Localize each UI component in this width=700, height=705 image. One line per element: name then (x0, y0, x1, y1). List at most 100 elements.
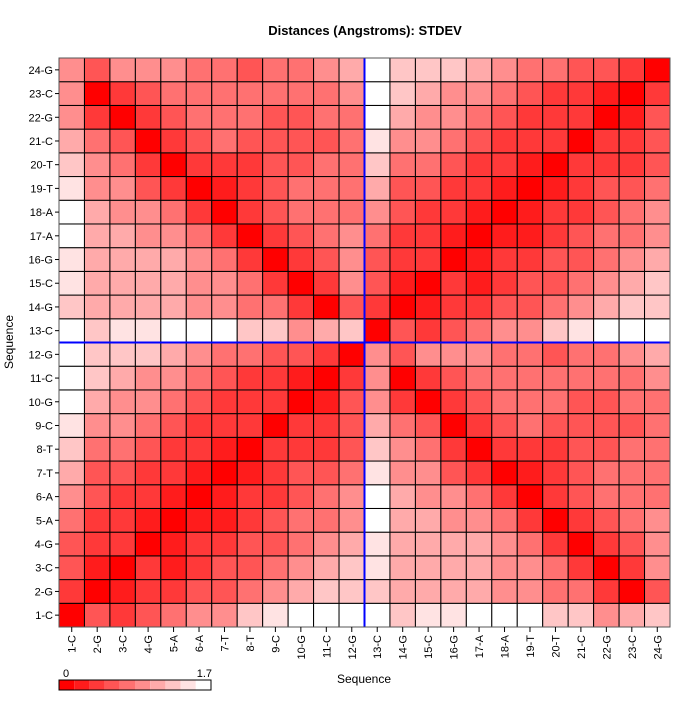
cell-17-A-21-C (567, 223, 595, 249)
cell-17-A-5-A (160, 223, 187, 249)
cell-15-C-19-T (516, 270, 544, 296)
legend-swatch (74, 680, 90, 690)
cell-9-C-22-G (593, 413, 620, 438)
cell-10-G-16-G (440, 389, 467, 415)
cell-14-G-14-G (389, 294, 416, 320)
cell-4-G-20-T (542, 531, 569, 557)
cell-3-C-5-A (160, 555, 187, 581)
cell-17-A-16-G (440, 223, 467, 249)
cell-21-C-1-C (58, 128, 85, 154)
cell-20-T-13-C (364, 152, 391, 178)
cell-7-T-7-T (211, 460, 238, 486)
cell-3-C-13-C (364, 555, 391, 581)
cell-2-G-16-G (440, 579, 467, 604)
cell-18-A-22-G (593, 199, 620, 225)
cell-3-C-9-C (262, 555, 289, 581)
cell-17-A-22-G (593, 223, 620, 249)
cell-20-T-21-C (567, 152, 595, 178)
cell-7-T-24-G (644, 460, 671, 486)
cell-15-C-9-C (262, 270, 289, 296)
cell-12-G-22-G (593, 342, 620, 367)
legend-swatch (119, 680, 135, 690)
cell-20-T-5-A (160, 152, 187, 178)
cell-1-C-20-T (542, 602, 569, 628)
cell-1-C-22-G (593, 602, 620, 628)
cell-24-G-14-G (389, 57, 416, 83)
cell-19-T-20-T (542, 176, 569, 201)
cell-24-G-8-T (236, 57, 264, 83)
cell-23-C-6-A (185, 81, 213, 106)
cell-19-T-10-G (287, 176, 315, 201)
cell-1-C-15-C (414, 602, 442, 628)
cell-9-C-17-A (465, 413, 493, 438)
cell-13-C-3-C (109, 318, 136, 343)
cell-17-A-24-G (644, 223, 671, 249)
cell-15-C-5-A (160, 270, 187, 296)
cell-21-C-13-C (364, 128, 391, 154)
cell-15-C-17-A (465, 270, 493, 296)
cell-6-A-21-C (567, 484, 595, 509)
cell-14-G-23-C (618, 294, 646, 320)
cell-4-G-7-T (211, 531, 238, 557)
cell-9-C-5-A (160, 413, 187, 438)
x-tick-label: 23-C (627, 635, 639, 659)
x-tick-label: 2-G (92, 635, 104, 653)
cell-14-G-24-G (644, 294, 671, 320)
legend-swatch (150, 680, 166, 690)
cell-4-G-8-T (236, 531, 264, 557)
plot-border (58, 57, 671, 628)
cell-23-C-1-C (58, 81, 85, 106)
cell-18-A-13-C (364, 199, 391, 225)
cell-7-T-15-C (414, 460, 442, 486)
cell-13-C-4-G (134, 318, 162, 343)
cell-5-A-7-T (211, 507, 238, 533)
cell-2-G-9-C (262, 579, 289, 604)
cell-19-T-15-C (414, 176, 442, 201)
cell-9-C-19-T (516, 413, 544, 438)
cell-6-A-2-G (83, 484, 111, 509)
cell-8-T-4-G (134, 436, 162, 462)
cell-4-G-17-A (465, 531, 493, 557)
cell-14-G-5-A (160, 294, 187, 320)
x-tick-label: 19-T (525, 635, 537, 658)
cell-12-G-12-G (338, 342, 365, 367)
cell-20-T-6-A (185, 152, 213, 178)
cell-8-T-7-T (211, 436, 238, 462)
cell-16-G-13-C (364, 247, 391, 272)
cell-21-C-21-C (567, 128, 595, 154)
cell-13-C-15-C (414, 318, 442, 343)
cell-17-A-18-A (491, 223, 518, 249)
cell-7-T-3-C (109, 460, 136, 486)
cell-17-A-3-C (109, 223, 136, 249)
cell-10-G-3-C (109, 389, 136, 415)
cell-15-C-13-C (364, 270, 391, 296)
cell-2-G-11-C (313, 579, 340, 604)
cell-8-T-22-G (593, 436, 620, 462)
x-tick-label: 11-C (321, 635, 333, 658)
cell-5-A-2-G (83, 507, 111, 533)
cell-5-A-12-G (338, 507, 365, 533)
cell-11-C-21-C (567, 365, 595, 391)
cell-7-T-6-A (185, 460, 213, 486)
cell-4-G-2-G (83, 531, 111, 557)
cell-14-G-6-A (185, 294, 213, 320)
cell-9-C-10-G (287, 413, 315, 438)
cell-14-G-4-G (134, 294, 162, 320)
cell-9-C-9-C (262, 413, 289, 438)
cell-19-T-21-C (567, 176, 595, 201)
cell-15-C-24-G (644, 270, 671, 296)
cell-10-G-8-T (236, 389, 264, 415)
cell-24-G-7-T (211, 57, 238, 83)
cell-22-G-4-G (134, 104, 162, 130)
cell-5-A-11-C (313, 507, 340, 533)
y-tick-label: 18-A (30, 207, 54, 219)
cell-10-G-18-A (491, 389, 518, 415)
cell-17-A-15-C (414, 223, 442, 249)
cell-17-A-10-G (287, 223, 315, 249)
cell-18-A-10-G (287, 199, 315, 225)
cell-16-G-2-G (83, 247, 111, 272)
cell-17-A-7-T (211, 223, 238, 249)
cell-22-G-11-C (313, 104, 340, 130)
cell-13-C-13-C (364, 318, 391, 343)
cell-16-G-3-C (109, 247, 136, 272)
